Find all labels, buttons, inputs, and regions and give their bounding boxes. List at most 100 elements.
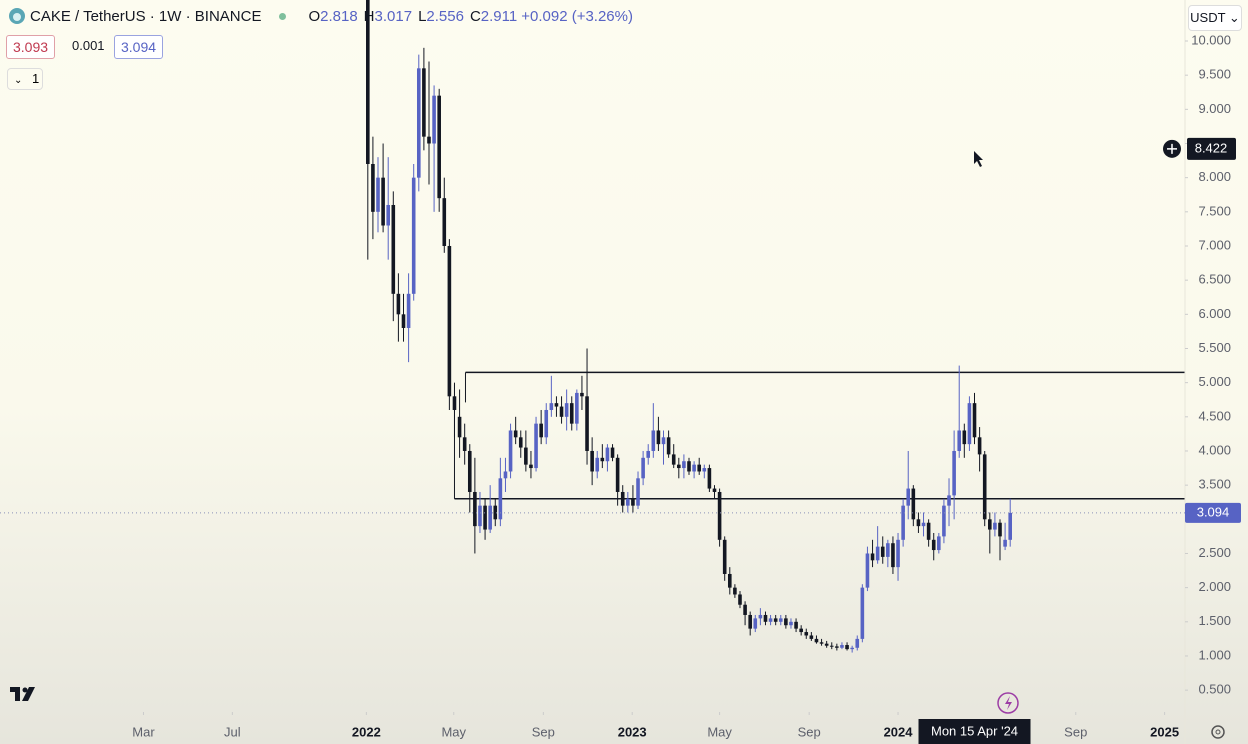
candle-body [835,646,839,648]
crosshair-price-tag [1187,137,1236,160]
candle-body [865,553,870,588]
candle-body [799,628,803,633]
candle-body [778,618,783,622]
candle-body [702,468,707,472]
ohlc: O2.818 H3.017 L2.556 C2.911 [302,8,517,25]
candle-body [366,0,370,164]
settings-hub [1215,729,1221,735]
x-tick-label: 2024 [884,724,914,739]
ohlc-value: 2.556 [426,7,464,25]
candle-body [488,505,492,530]
settings-icon[interactable] [1211,725,1225,739]
candle-body [712,488,717,492]
candle-body [916,519,921,527]
candle-body [575,392,579,424]
candle-body [784,618,788,626]
plot-area [366,0,1185,653]
candle-body [733,587,737,595]
candle-body [381,177,385,226]
y-tick-label: 9.000 [1198,101,1231,116]
candle-body [437,95,441,199]
x-tick-label: Mar [132,724,155,739]
candle-body [886,543,890,557]
candle-body [773,618,778,622]
candle-body [427,136,431,144]
candle-body [666,437,671,455]
ohlc-key: C [469,7,481,25]
candle-body [636,478,640,506]
y-tick-label: 8.000 [1198,169,1231,184]
candle-body [809,635,814,639]
indicators-toggle[interactable]: ⌄ 1 [7,68,43,90]
crosshair-date-tag [918,719,1031,744]
x-tick-label: 2025 [1150,724,1179,739]
status-dot [279,12,287,20]
currency-select[interactable]: USDT ⌄ [1188,5,1242,31]
crosshair-price: 8.422 [1195,140,1228,155]
candle-body [626,498,630,506]
y-tick-label: 1.000 [1198,647,1231,662]
y-tick-label: 2.000 [1198,579,1231,594]
candle-body [447,245,452,397]
candle-body [906,488,911,506]
candle-body [406,293,411,328]
candle-body [661,437,666,445]
crosshair-date: Mon 15 Apr '24 [931,723,1018,738]
candle-body [901,505,905,540]
cursor [974,151,983,167]
y-tick-label: 6.000 [1198,306,1231,321]
coin-icon [9,8,25,24]
candle-body [952,450,956,496]
candle-body [646,450,651,458]
currency: USDT [1190,10,1226,25]
candle-body [977,437,982,455]
ohlc-value: 2.818 [320,7,358,25]
candle-body [748,614,752,629]
candle-body [386,204,391,226]
x-tick-label: May [707,724,732,739]
candle-body [371,163,375,212]
symbol[interactable]: CAKE / TetherUS · 1W · BINANCE [30,7,262,25]
candle-body [534,423,538,469]
replay-bolt [1005,696,1012,710]
candle-body [840,645,844,648]
change: +0.092 (+3.26%) [521,7,633,25]
x-tick-label: May [441,724,466,739]
candle-body [743,604,747,615]
candle-body [937,536,941,551]
candle-body [993,522,997,530]
x-tick-label: 2023 [618,724,647,739]
candle-body [982,454,987,520]
candle-body [707,468,712,489]
ohlc-key: O [308,7,321,25]
candle-body [483,505,487,530]
spread: 0.001 [72,38,105,53]
candle-body [585,396,589,451]
candle-body [529,464,533,469]
candle-body [631,498,635,506]
y-tick-label: 7.500 [1198,203,1231,218]
candle-body [891,543,895,568]
x-tick-label: Jul [224,724,241,739]
candle-body [620,491,625,506]
y-tick-label: 1.500 [1198,613,1231,628]
candle-body [967,403,972,445]
candle-body [896,539,900,568]
buy-price[interactable]: 3.094 [114,35,164,59]
candle-body [656,430,661,445]
y-tick-label: 5.500 [1198,340,1231,355]
candle-body [376,177,380,212]
candle-body [671,454,676,465]
candle-body [794,621,798,629]
candle-body [758,614,763,619]
candle-body [590,450,594,472]
sell-price[interactable]: 3.093 [6,35,56,59]
ohlc-key: L [418,7,427,25]
y-tick-label: 6.500 [1198,272,1231,287]
tv-logo-dot [22,687,28,693]
candle-body [508,430,513,472]
candle-body [753,618,758,629]
candle-body [911,488,916,520]
replay-icon [997,692,1019,714]
